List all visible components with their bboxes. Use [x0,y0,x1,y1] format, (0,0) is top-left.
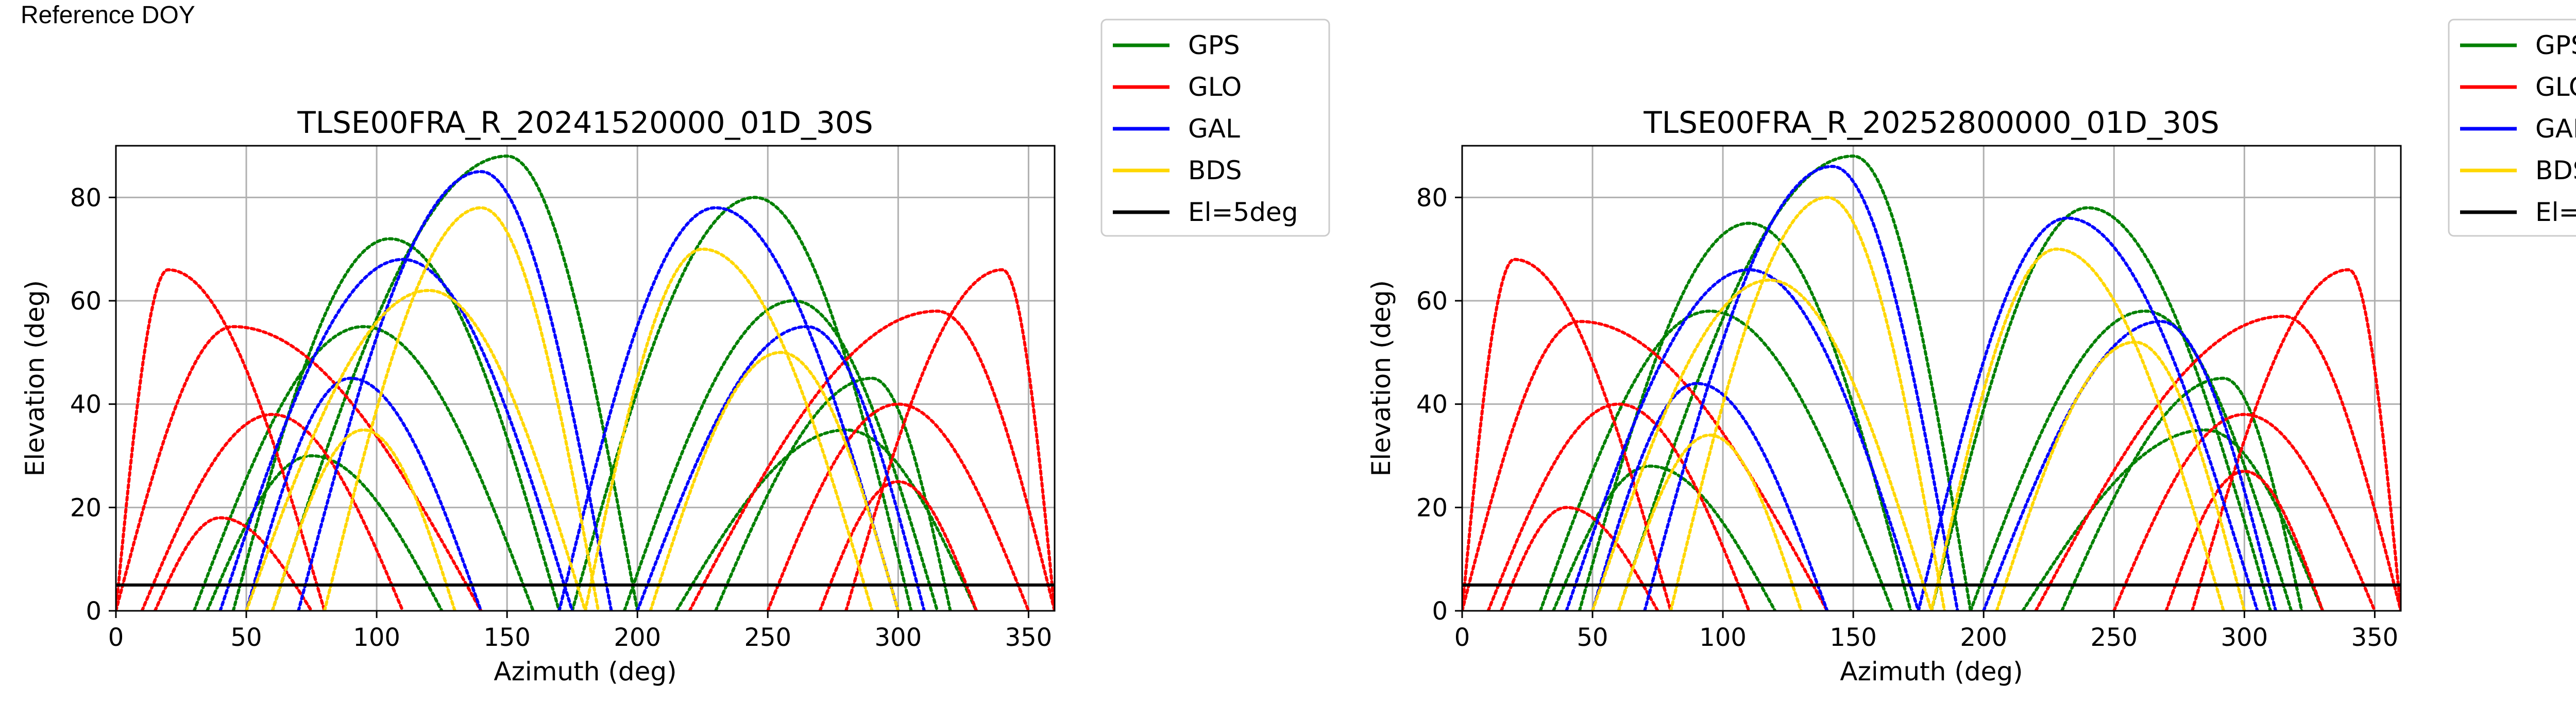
legend: GPS GLO GAL BDS El=5deg [1100,19,1330,237]
x-tick-label: 150 [1829,623,1877,652]
track-glo-6 [844,268,1055,611]
track-bds-4 [649,351,900,611]
legend-label: El=5deg [2535,197,2576,227]
track-gal-5 [1591,382,1829,611]
track-glo-7 [1499,506,1659,611]
track-bds-5 [270,428,456,611]
legend-label: GAL [2535,114,2576,144]
plot-frame [1461,145,2402,612]
legend-label: GLO [1188,72,1242,102]
y-tick-label: 20 [70,493,101,522]
track-bds-3 [1930,247,2225,611]
y-tick-label: 60 [70,287,101,316]
y-axis-label: Elevation (deg) [1366,280,1396,476]
track-gal-3 [557,206,900,611]
chart-panel-2: 0 50 100 150 200 250 300 350 0 20 40 60 80 TLSE00FRA_… [1366,19,2576,687]
data-layer [116,155,1055,611]
x-tick-label: 250 [744,623,791,652]
y-tick-label: 80 [70,183,101,212]
legend-label: GLO [2535,72,2576,102]
x-tick-label: 50 [231,623,262,652]
track-gal-3 [1917,216,2259,611]
x-tick-label: 150 [483,623,531,652]
x-tick-label: 300 [2221,623,2268,652]
chart-title: TLSE00FRA_R_20241520000_01D_30S [297,105,873,140]
track-bds-5 [1617,433,1803,611]
y-tick-label: 0 [1432,597,1448,626]
y-tick-label: 60 [1416,287,1448,316]
x-tick-label: 350 [1005,623,1053,652]
y-tick-label: 40 [1416,390,1448,419]
x-tick-label: 350 [2351,623,2399,652]
track-glo-6 [2191,268,2401,611]
x-tick-label: 300 [875,623,922,652]
track-bds-4 [1995,340,2246,611]
track-glo-4 [2112,413,2377,611]
legend-label: GPS [1188,30,1240,60]
legend-label: BDS [2535,156,2576,185]
y-tick-label: 20 [1416,493,1448,522]
track-glo-1 [1462,320,1829,611]
legend-label: BDS [1188,156,1242,185]
track-glo-8 [2164,470,2325,611]
track-bds-3 [584,247,874,611]
track-gps-6 [2021,428,2325,611]
track-gal-5 [245,376,483,611]
x-tick-label: 200 [1960,623,2007,652]
track-glo-5 [116,268,326,611]
track-gps-7 [1552,465,1777,611]
x-tick-label: 100 [353,623,400,652]
track-glo-2 [1486,402,1751,611]
track-glo-3 [2034,315,2401,611]
track-glo-5 [1462,258,1672,611]
legend: GPS GLO GAL BDS El=5deg [2448,19,2576,237]
track-glo-2 [140,413,404,611]
x-tick-label: 0 [1454,623,1470,652]
track-gps-7 [206,454,444,611]
track-gal-4 [636,325,926,611]
track-glo-3 [688,310,1055,611]
chart-panel-1: 0 50 100 150 200 250 300 350 0 20 40 60 80 TLSE00FRA_… [20,19,1330,687]
track-bds-1 [1591,278,1933,611]
track-gps-1 [1538,310,1894,611]
chart-title: TLSE00FRA_R_20252800000_01D_30S [1643,105,2219,140]
x-tick-label: 50 [1577,623,1608,652]
track-gps-5 [622,299,939,611]
y-axis-label: Elevation (deg) [20,280,50,476]
legend-label: GPS [2535,30,2576,60]
y-tick-label: 40 [70,390,101,419]
track-gal-2 [297,170,613,611]
track-glo-4 [766,402,1030,611]
x-tick-label: 0 [108,623,124,652]
header-label: Reference DOY [21,2,195,29]
track-gal-1 [1565,268,1920,611]
track-gps-3 [1617,155,1972,611]
x-axis-label: Azimuth (deg) [494,657,676,687]
x-tick-label: 200 [614,623,661,652]
track-gal-1 [218,258,574,611]
legend-label: El=5deg [1188,197,1298,227]
plot-frame [115,145,1056,612]
x-tick-label: 100 [1699,623,1747,652]
y-tick-label: 80 [1416,183,1448,212]
track-bds-2 [1669,196,1946,611]
track-gps-2 [1578,221,1912,611]
legend-label: GAL [1188,114,1240,144]
track-gps-4 [1930,206,2272,611]
track-glo-8 [818,480,978,611]
y-tick-label: 0 [86,597,101,626]
x-tick-label: 250 [2090,623,2138,652]
x-axis-label: Azimuth (deg) [1840,657,2023,687]
track-gal-2 [1643,165,1959,611]
data-layer [1462,155,2401,611]
track-glo-1 [116,325,483,611]
track-gps-1 [192,325,535,611]
track-bds-2 [323,206,600,611]
legend-box [1100,19,1330,237]
